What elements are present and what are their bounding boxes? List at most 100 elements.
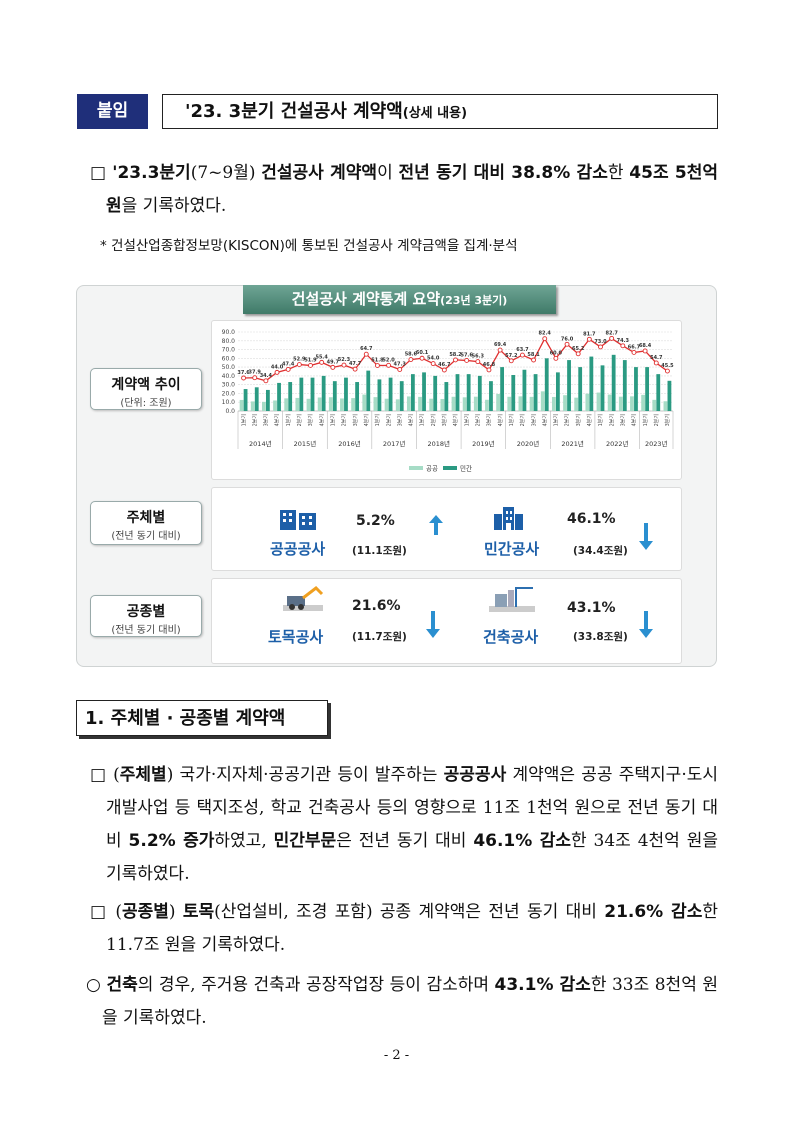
bar	[511, 375, 516, 411]
item-name: 민간공사	[484, 540, 540, 558]
x-tick-label: 4분기	[586, 414, 593, 426]
text-run: □	[90, 163, 113, 183]
paragraph: ○ 건축의 경우, 주거용 건축과 공장작업장 등이 감소하며 43.1% 감소…	[86, 969, 718, 1035]
item-pct: 46.1%	[567, 511, 616, 527]
bar	[373, 397, 378, 411]
bar	[611, 354, 616, 411]
data-label: 54.7	[650, 355, 663, 361]
data-label: 46.7	[438, 362, 451, 368]
year-label: 2022년	[606, 439, 629, 448]
trend-label-text: 계약액 추이	[111, 377, 181, 393]
data-label: 47.3	[394, 361, 407, 367]
attachment-label: 붙임	[77, 94, 148, 129]
x-tick-label: 4분기	[631, 414, 638, 426]
legend-swatch	[409, 466, 423, 470]
data-label: 82.4	[539, 331, 552, 337]
year-label: 2017년	[383, 439, 406, 448]
data-label: 74.3	[617, 338, 630, 344]
y-tick-label: 20.0	[222, 390, 236, 397]
x-tick-label: 2분기	[564, 414, 571, 426]
bar	[344, 377, 348, 411]
data-label: 52.9	[293, 357, 306, 363]
total-point	[341, 362, 347, 368]
x-tick-label: 3분기	[263, 414, 270, 426]
bar	[351, 398, 356, 411]
x-tick-label: 2분기	[430, 414, 437, 426]
bar	[273, 400, 277, 411]
work-sub: (전년 동기 대비)	[111, 625, 181, 636]
total-point	[664, 368, 670, 374]
data-label: 34.4	[260, 373, 273, 379]
text-run: 공종별	[121, 902, 169, 922]
year-label: 2020년	[517, 439, 540, 448]
total-point	[475, 359, 481, 365]
text-run: 건설공사 계약액	[261, 163, 378, 183]
total-point	[241, 375, 247, 381]
data-label: 51.8	[371, 358, 384, 364]
bar	[652, 399, 657, 411]
bar	[555, 372, 560, 411]
bar	[462, 397, 467, 411]
work-panel	[211, 578, 682, 664]
text-run: 45조 5천억 원	[106, 163, 718, 216]
client-sub: (전년 동기 대비)	[111, 531, 181, 542]
total-point	[274, 369, 280, 375]
total-point	[564, 341, 570, 347]
x-tick-label: 2분기	[385, 414, 392, 426]
data-label: 54.0	[427, 356, 440, 362]
bar	[321, 375, 326, 411]
bar	[399, 381, 404, 411]
data-label: 37.6	[237, 370, 250, 376]
data-label: 66.7	[628, 344, 641, 350]
x-tick-label: 1분기	[330, 414, 337, 426]
item-pct: 43.1%	[567, 600, 616, 616]
text-run: 주체별	[119, 765, 167, 785]
x-tick-label: 3분기	[307, 414, 314, 426]
chart: 0.010.020.030.040.050.060.070.080.090.03…	[222, 329, 674, 473]
bar	[299, 377, 304, 411]
total-point	[497, 347, 503, 353]
bar	[507, 396, 512, 411]
arrow-down	[639, 523, 653, 550]
bar	[429, 398, 434, 411]
data-label: 60.1	[416, 350, 429, 356]
item-name: 공공공사	[270, 540, 326, 558]
bar	[288, 382, 293, 411]
data-label: 58.1	[527, 352, 540, 358]
x-tick-label: 4분기	[363, 414, 370, 426]
chart-panel: 0.0 10.0 20.0 30.0 40.0 50.0 60.0 70.0 80.0 90.0 3…	[211, 320, 682, 480]
item-amount: (34.4조원)	[573, 545, 628, 557]
data-label: 57.2	[505, 353, 518, 359]
text-run: ) 국가·지자체·공공기관 등이 발주하는	[166, 765, 444, 785]
y-tick-label: 60.0	[222, 355, 236, 362]
text-run: 은 전년 동기 대비	[336, 831, 474, 851]
text-run: 한 34조 4천억 원을 기록하였다.	[106, 831, 718, 884]
bar	[239, 399, 244, 411]
x-tick-label: 3분기	[396, 414, 403, 426]
x-tick-label: 1분기	[463, 414, 470, 426]
bar	[362, 394, 367, 411]
bar	[277, 382, 281, 411]
year-label: 2023년	[645, 439, 668, 448]
summary-title-text: 건설공사 계약통계 요약	[291, 290, 441, 308]
text-run: )	[168, 902, 183, 922]
private-icon	[494, 507, 523, 530]
bar	[607, 394, 612, 411]
work-label: 공종별 (전년 동기 대비)	[90, 595, 202, 637]
year-label: 2015년	[294, 439, 317, 448]
text-run: 계약액은 공공 주택지구·도시개발사업 등 택지조성, 학교 건축공사 등의 영…	[106, 765, 718, 851]
data-label: 49.7	[327, 359, 340, 365]
item-pct: 21.6%	[352, 598, 401, 614]
bar	[418, 396, 422, 411]
text-run: 이	[377, 163, 399, 183]
year-label: 2018년	[428, 439, 451, 448]
bar	[578, 367, 583, 411]
total-point	[464, 357, 470, 363]
bar	[473, 396, 478, 411]
bar	[451, 396, 456, 411]
total-point	[653, 360, 659, 366]
total-point	[642, 348, 648, 354]
text-run: 한 33조 8천억 원을 기록하였다.	[102, 975, 718, 1028]
arrow-down	[639, 611, 653, 638]
data-label: 81.7	[583, 331, 596, 337]
